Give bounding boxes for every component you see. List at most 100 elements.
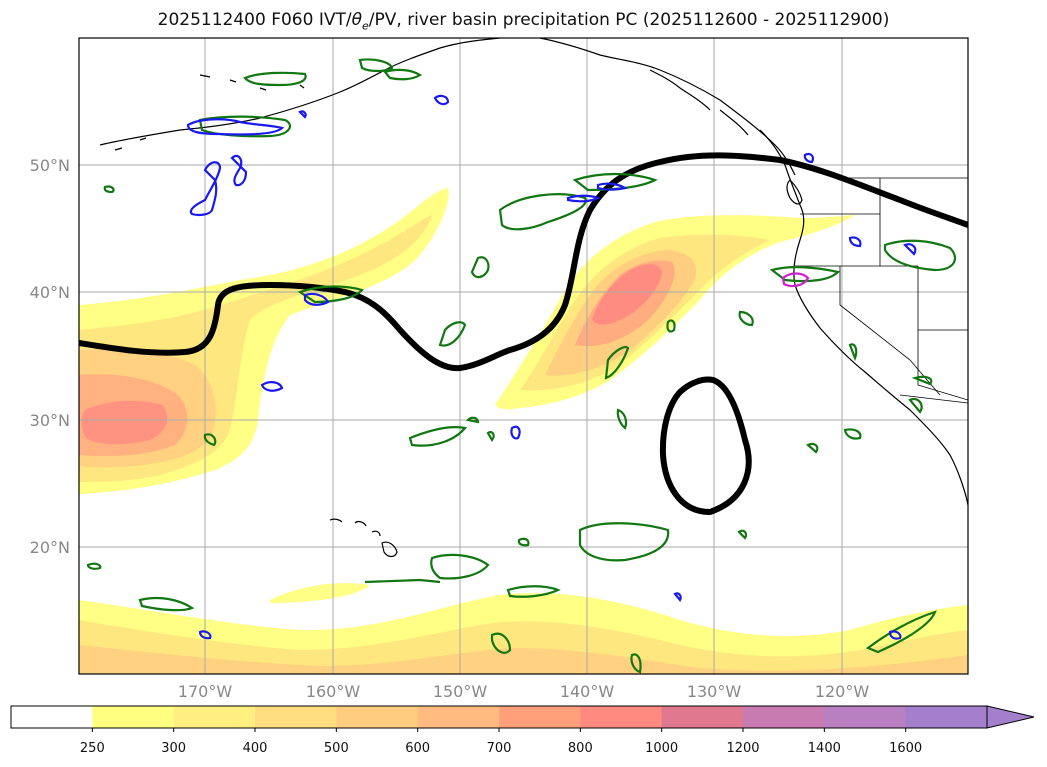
green-14	[486, 431, 495, 442]
green-19	[506, 585, 561, 598]
colorbar-tick-600: 600	[405, 741, 430, 756]
colorbar-tick-400: 400	[243, 741, 268, 756]
colorbar: 250 300 400 500 600 700 800 1000 1200 14…	[10, 705, 1035, 756]
contour-closed-low	[659, 376, 752, 516]
precip-green-contours	[86, 58, 957, 674]
blue-12	[903, 243, 917, 256]
blue-2	[189, 161, 222, 217]
ivt-fill-central-800	[592, 264, 662, 325]
lon-label-170: 170°W	[178, 682, 233, 701]
green-13	[465, 416, 480, 424]
title-prefix: 2025112400 F060 IVT/	[157, 10, 352, 30]
colorbar-tick-1000: 1000	[645, 741, 678, 756]
green-34	[737, 529, 748, 540]
green-31	[86, 562, 102, 570]
green-28	[843, 428, 862, 440]
blue-7	[510, 425, 521, 440]
lat-label-40: 40°N	[30, 283, 70, 302]
green-29	[908, 397, 923, 414]
lat-label-30: 30°N	[30, 411, 70, 430]
green-30	[911, 375, 933, 386]
colorbar-tick-1200: 1200	[726, 741, 759, 756]
green-27	[738, 310, 754, 327]
coast-aleutian-dots	[114, 74, 305, 151]
blue-10	[803, 152, 814, 164]
coast-bc	[759, 129, 968, 506]
blue-6	[260, 381, 284, 392]
border-az	[917, 330, 968, 401]
green-17	[430, 553, 490, 580]
lon-label-150: 150°W	[433, 682, 488, 701]
blue-1	[186, 118, 285, 136]
green-7	[470, 256, 490, 279]
colorbar-swatch	[336, 706, 419, 728]
colorbar-swatch	[661, 706, 744, 728]
coast-vancouver-island	[786, 179, 803, 205]
contour-main	[79, 152, 968, 372]
colorbar-swatch	[11, 706, 93, 728]
coast-alaska-islands	[649, 69, 749, 136]
green-35	[517, 537, 530, 547]
title-theta-sub: e	[362, 19, 369, 33]
blue-9	[596, 182, 629, 191]
green-26	[848, 343, 858, 362]
title-theta: θ	[351, 10, 362, 30]
blue-11	[848, 236, 862, 248]
ivt-thick-contours	[79, 152, 968, 516]
coast-alaska-peninsula	[99, 38, 501, 146]
blue-5	[303, 292, 330, 306]
ivt-shading	[79, 188, 968, 674]
lat-label-50: 50°N	[30, 156, 70, 175]
colorbar-swatch	[255, 706, 337, 728]
green-16	[578, 522, 670, 562]
ivt-fill-south-300	[79, 620, 968, 674]
lat-label-20: 20°N	[30, 538, 70, 557]
blue-15	[673, 592, 682, 602]
colorbar-tick-1400: 1400	[808, 741, 841, 756]
green-5	[498, 193, 587, 231]
green-32	[103, 185, 115, 194]
lon-label-160: 160°W	[306, 682, 361, 701]
colorbar-swatch	[92, 706, 175, 728]
ivt-fill-west-800	[81, 400, 168, 445]
green-33	[203, 433, 217, 447]
green-12	[408, 426, 468, 447]
lon-label-130: 130°W	[687, 682, 742, 701]
colorbar-extend-arrow	[986, 705, 1035, 729]
colorbar-tick-250: 250	[80, 741, 105, 756]
lon-label-140: 140°W	[560, 682, 615, 701]
blue-13	[198, 630, 212, 640]
green-36	[806, 442, 819, 454]
map-title: 2025112400 F060 IVT/θe/PV, river basin p…	[0, 10, 1047, 32]
green-15	[616, 408, 628, 430]
blue-3	[230, 154, 248, 187]
lat-labels: 50°N 40°N 30°N 20°N	[30, 156, 70, 557]
blue-4	[433, 94, 450, 106]
green-11	[666, 319, 676, 333]
colorbar-tick-1600: 1600	[889, 741, 922, 756]
green-18	[138, 596, 195, 612]
title-suffix: /PV, river basin precipitation PC (20251…	[368, 10, 890, 30]
green-23	[865, 610, 937, 654]
colorbar-tick-500: 500	[324, 741, 349, 756]
colorbar-swatch	[580, 706, 663, 728]
coast-hawaii	[329, 518, 398, 558]
lon-label-120: 120°W	[815, 682, 870, 701]
green-2	[358, 58, 394, 73]
lon-labels: 170°W 160°W 150°W 140°W 130°W 120°W	[178, 682, 870, 701]
coastlines	[99, 38, 968, 558]
colorbar-swatch	[905, 706, 988, 728]
blue-16	[298, 110, 307, 119]
green-9	[438, 321, 467, 347]
colorbar-swatch	[824, 706, 907, 728]
green-21	[490, 632, 512, 654]
precip-blue-contours	[186, 94, 917, 640]
colorbar-swatch	[743, 706, 825, 728]
colorbar-swatch	[417, 706, 500, 728]
colorbar-swatch	[173, 706, 256, 728]
coast-alaska-gulf	[539, 38, 796, 176]
green-20	[364, 578, 441, 584]
magenta-1	[781, 272, 810, 288]
ivt-fill-small-plume	[270, 583, 370, 603]
